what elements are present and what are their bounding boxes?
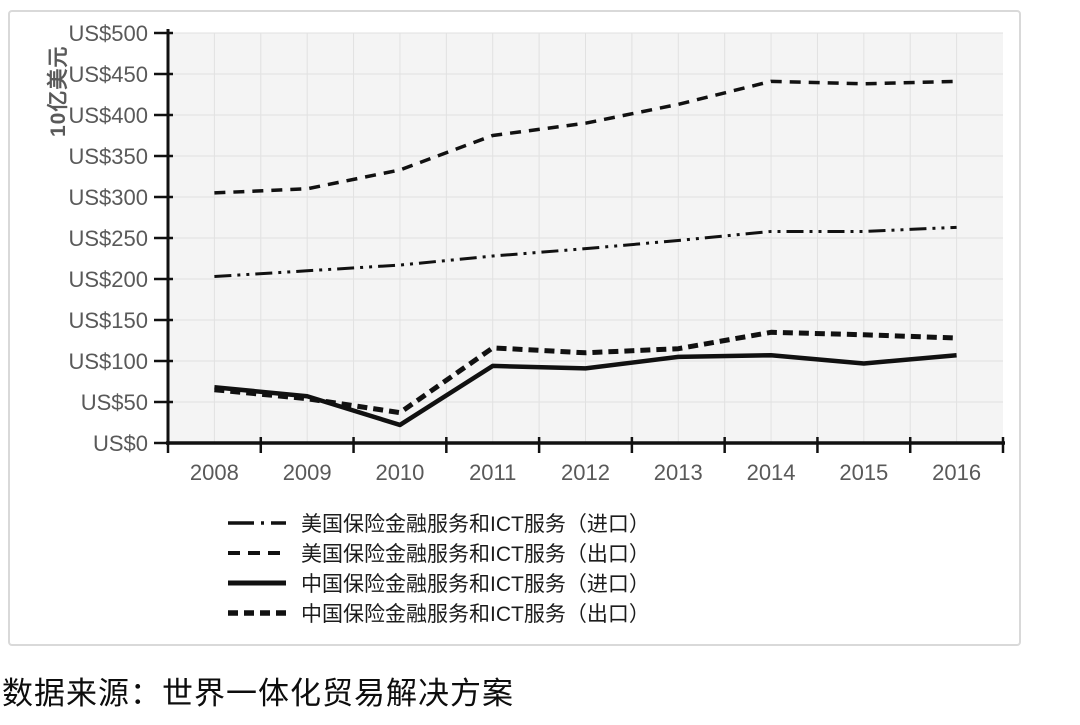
y-tick-label: US$500 [68,21,148,46]
y-axis-title: 10亿美元 [47,45,70,137]
legend-item: 中国保险金融服务和ICT服务（进口） [228,568,650,598]
legend-label: 美国保险金融服务和ICT服务（进口） [301,513,650,536]
y-tick-label: US$200 [68,267,148,292]
x-tick-label: 2014 [747,460,796,485]
y-tick-label: US$400 [68,103,148,128]
x-tick-label: 2008 [190,460,239,485]
legend-label: 美国保险金融服务和ICT服务（出口） [301,543,650,566]
legend-item: 美国保险金融服务和ICT服务（出口） [228,538,650,568]
series-line-2 [214,353,957,428]
series-line-3 [214,329,957,416]
x-tick-label: 2012 [561,460,610,485]
y-tick-label: US$450 [68,62,148,87]
legend-label: 中国保险金融服务和ICT服务（出口） [301,603,650,626]
chart-legend: 美国保险金融服务和ICT服务（进口） 美国保险金融服务和ICT服务（出口） 中国… [228,508,650,628]
y-tick-label: US$250 [68,226,148,251]
legend-item: 美国保险金融服务和ICT服务（进口） [228,508,650,538]
legend-item: 中国保险金融服务和ICT服务（出口） [228,598,650,628]
x-tick-label: 2009 [283,460,332,485]
legend-label: 中国保险金融服务和ICT服务（进口） [301,573,650,596]
line-sample-solid-icon [228,580,286,586]
y-tick-label: US$300 [68,185,148,210]
x-tick-label: 2010 [375,460,424,485]
x-tick-label: 2013 [654,460,703,485]
x-tick-label: 2011 [469,460,516,485]
chart-canvas: US$0 US$50 US$100 US$150 US$200 US$250 US$300 U… [68,21,1005,485]
y-tick-label: US$100 [68,349,148,374]
y-tick-label: US$350 [68,144,148,169]
x-tick-label: 2015 [839,460,888,485]
y-tick-label: US$0 [93,431,148,456]
y-tick-label: US$50 [81,390,148,415]
series-line-0 [214,225,957,279]
line-sample-dash-dot-dot-icon [228,521,286,525]
y-tick-label: US$150 [68,308,148,333]
source-note: 数据来源：世界一体化贸易解决方案 [2,676,514,711]
line-sample-dashed-icon [228,551,286,555]
line-sample-bold-dashed-icon [228,610,286,616]
x-tick-label: 2016 [932,460,981,485]
series-line-1 [214,79,957,195]
